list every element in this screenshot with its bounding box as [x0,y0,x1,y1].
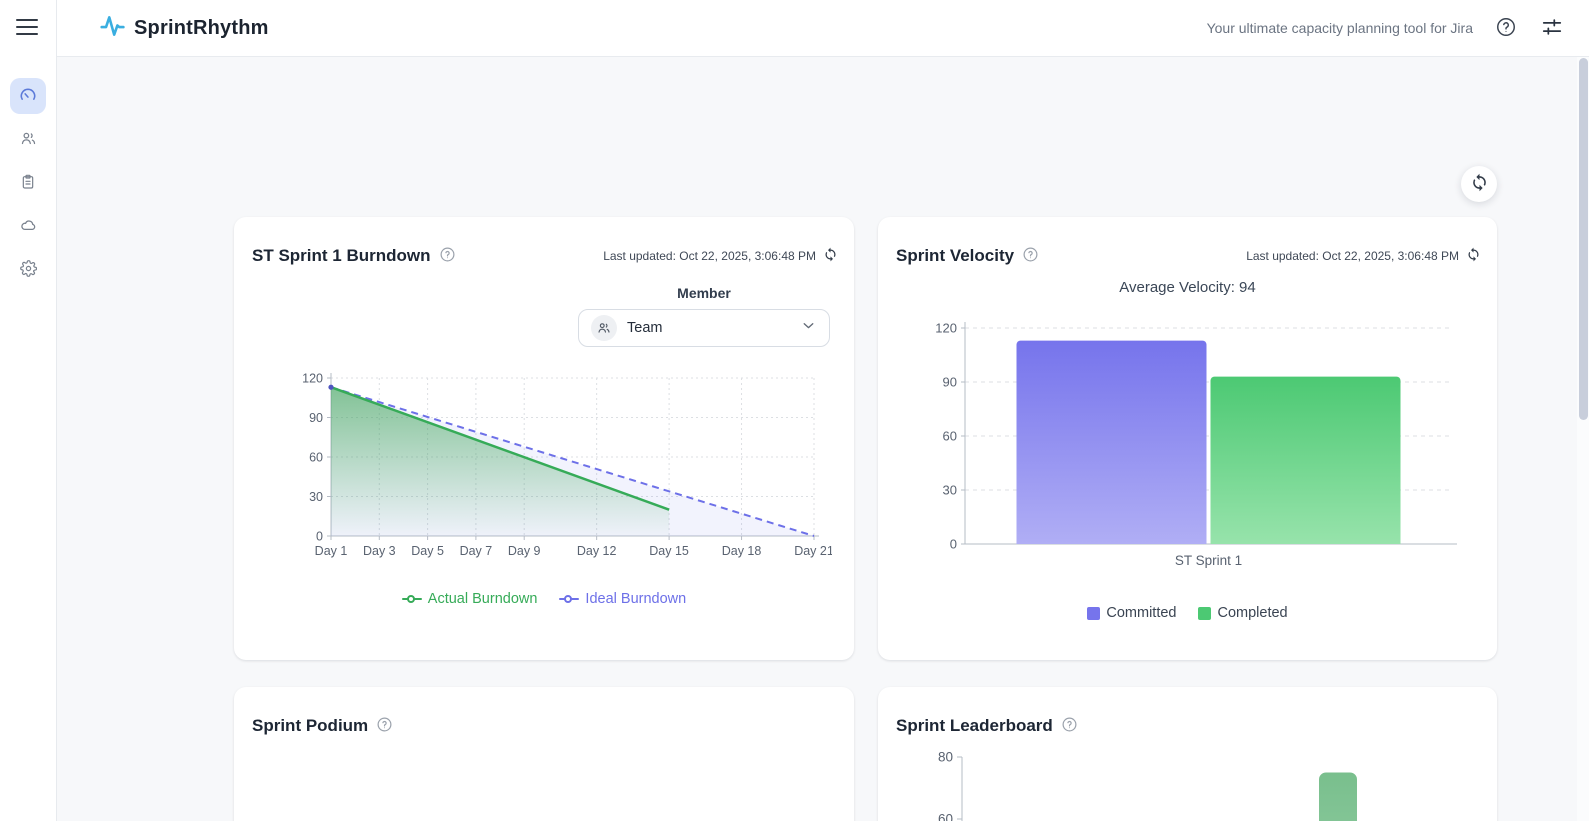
svg-text:Day 12: Day 12 [577,544,617,558]
help-circle-icon [1495,16,1517,41]
chevron-down-icon [800,317,817,339]
svg-text:60: 60 [309,451,323,465]
sidebar-item-settings[interactable] [10,252,46,288]
sidebar-item-dashboard[interactable] [10,78,46,114]
sliders-icon [1541,16,1563,41]
svg-text:120: 120 [935,321,957,336]
scrollbar-thumb[interactable] [1579,58,1588,420]
legend-label: Completed [1217,605,1288,621]
leaderboard-card: Sprint Leaderboard 80 60 [878,687,1497,821]
help-circle-icon [439,246,456,266]
square-marker-icon [1087,606,1101,620]
burndown-help-button[interactable] [439,246,456,266]
velocity-card: Sprint Velocity Last updated: Oct 22, 20… [878,217,1497,660]
svg-text:Day 18: Day 18 [722,544,762,558]
help-circle-icon [1061,716,1078,736]
svg-text:Day 7: Day 7 [460,544,493,558]
svg-text:Day 9: Day 9 [508,544,541,558]
gauge-icon [18,85,38,108]
svg-text:90: 90 [943,375,957,390]
users-icon [591,315,617,341]
app-tagline: Your ultimate capacity planning tool for… [1206,20,1473,36]
sidebar-item-board[interactable] [10,165,46,201]
leaderboard-help-button[interactable] [1061,716,1078,736]
legend-item-actual-burndown[interactable]: Actual Burndown [401,591,538,607]
svg-text:0: 0 [950,537,957,552]
legend-label: Committed [1106,605,1177,621]
svg-text:Day 1: Day 1 [315,544,348,558]
velocity-refresh-button[interactable] [1466,247,1481,265]
svg-text:60: 60 [938,812,953,821]
svg-text:ST Sprint 1: ST Sprint 1 [1175,553,1242,568]
burndown-chart: 0 30 60 90 120 Day 1 Day 3 Day 5 Day 7 Day 9 Day 1… [302,372,832,559]
velocity-chart: 0 30 60 90 120 ST Sprint 1 [935,321,1457,568]
line-marker-icon [559,594,580,604]
app-name: SprintRhythm [134,16,269,39]
velocity-card-title: Sprint Velocity [896,246,1015,265]
hamburger-menu-button[interactable] [16,19,38,37]
velocity-help-button[interactable] [1022,246,1039,266]
line-marker-icon [401,594,422,604]
help-circle-icon [376,716,393,736]
svg-text:30: 30 [943,483,957,498]
svg-text:90: 90 [309,411,323,425]
settings-sliders-button[interactable] [1539,14,1565,43]
legend-label: Ideal Burndown [585,591,687,607]
burndown-refresh-button[interactable] [823,247,838,265]
svg-text:Day 21: Day 21 [794,544,832,558]
burndown-last-updated: Last updated: Oct 22, 2025, 3:06:48 PM [603,249,816,263]
dashboard-refresh-button[interactable] [1461,166,1497,202]
svg-text:0: 0 [316,530,323,544]
burndown-card-title: ST Sprint 1 Burndown [252,246,431,265]
burndown-legend: Actual Burndown Ideal Burndown [234,591,854,607]
velocity-legend: Committed Completed [878,605,1497,621]
member-filter: Member Team [578,285,830,347]
legend-item-completed[interactable]: Completed [1198,605,1288,621]
svg-text:30: 30 [309,490,323,504]
users-icon [20,130,37,150]
svg-text:120: 120 [302,372,323,386]
page-scrollbar [1577,57,1589,821]
sidebar-item-cloud[interactable] [10,209,46,245]
svg-text:Day 5: Day 5 [411,544,444,558]
sidebar [0,0,57,821]
sync-icon [823,247,838,265]
sync-icon [1470,173,1489,195]
activity-pulse-icon [99,13,125,44]
legend-item-ideal-burndown[interactable]: Ideal Burndown [559,591,686,607]
podium-card-title: Sprint Podium [252,716,369,735]
help-button[interactable] [1493,14,1519,43]
member-selected-value: Team [627,320,663,336]
sync-icon [1466,247,1481,265]
podium-card: Sprint Podium [234,687,854,821]
square-marker-icon [1198,606,1212,620]
legend-item-committed[interactable]: Committed [1087,605,1176,621]
leaderboard-card-title: Sprint Leaderboard [896,716,1053,735]
svg-text:80: 80 [938,750,953,765]
legend-label: Actual Burndown [427,591,538,607]
app-logo: SprintRhythm [99,13,269,44]
velocity-last-updated: Last updated: Oct 22, 2025, 3:06:48 PM [1246,249,1459,263]
podium-help-button[interactable] [376,716,393,736]
svg-text:60: 60 [943,429,957,444]
member-select[interactable]: Team [578,309,830,347]
leaderboard-chart: 80 60 [938,750,1357,821]
main-content: ST Sprint 1 Burndown Last updated: Oct 2… [57,57,1589,821]
app-header: SprintRhythm Your ultimate capacity plan… [57,0,1589,57]
member-label: Member [677,285,731,301]
svg-text:Day 15: Day 15 [649,544,689,558]
clipboard-icon [20,174,36,193]
help-circle-icon [1022,246,1039,266]
average-velocity-text: Average Velocity: 94 [1119,279,1256,296]
burndown-card: ST Sprint 1 Burndown Last updated: Oct 2… [234,217,854,660]
sidebar-item-team[interactable] [10,122,46,158]
svg-text:Day 3: Day 3 [363,544,396,558]
cloud-icon [20,217,37,237]
gear-icon [19,260,37,280]
